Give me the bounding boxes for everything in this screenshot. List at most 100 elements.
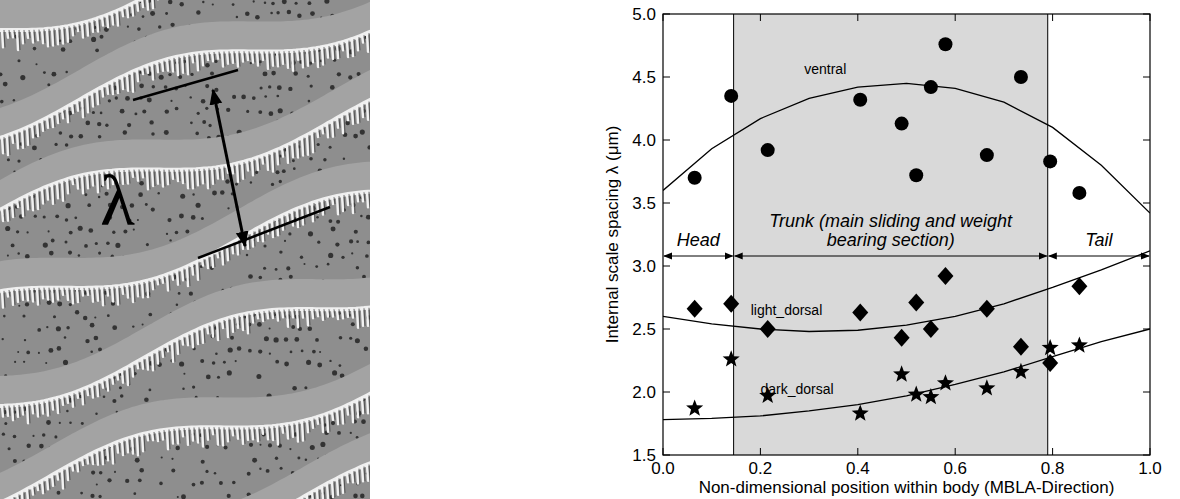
tooth-shadow	[204, 328, 205, 343]
tooth-shadow	[294, 211, 295, 226]
pore	[205, 445, 209, 449]
pore	[230, 336, 234, 340]
pore	[139, 181, 144, 186]
pore	[360, 494, 365, 499]
tooth-shadow	[334, 197, 335, 204]
pore	[226, 108, 230, 112]
pore	[37, 328, 41, 332]
pore	[237, 346, 242, 351]
y-tick-label: 5.0	[632, 5, 656, 24]
scale-edge	[0, 463, 370, 499]
tooth-shadow	[44, 288, 45, 299]
tooth-shadow	[69, 26, 70, 41]
scale-tooth	[157, 170, 158, 184]
tooth-shadow	[199, 53, 200, 70]
pore	[91, 37, 96, 42]
scale-tooth	[207, 257, 208, 269]
data-point	[852, 404, 869, 420]
pore	[165, 109, 169, 113]
pore	[170, 23, 174, 27]
scale-tooth	[222, 52, 223, 67]
pore	[257, 322, 262, 327]
scale-tooth	[2, 30, 3, 47]
scale-tooth	[192, 428, 193, 441]
scale-tooth	[182, 337, 183, 345]
tooth-shadow	[264, 52, 265, 60]
pore	[219, 481, 223, 485]
scale-tooth	[177, 340, 178, 354]
tooth-shadow	[244, 428, 245, 444]
pore	[264, 336, 269, 341]
scale-tooth	[17, 495, 18, 499]
x-tick-label: 0.4	[846, 459, 870, 478]
tooth-shadow	[59, 28, 60, 45]
scale-tooth	[152, 170, 153, 187]
y-tick-label: 3.0	[632, 257, 656, 276]
pore	[361, 419, 366, 424]
tooth-shadow	[324, 200, 325, 215]
pore	[127, 26, 129, 28]
pore	[315, 338, 319, 342]
tooth-shadow	[19, 405, 20, 417]
pore	[195, 132, 199, 136]
pore	[51, 72, 56, 77]
tooth-shadow	[204, 169, 205, 184]
scale-tooth	[307, 205, 308, 216]
tooth-shadow	[299, 140, 300, 157]
tooth-shadow	[134, 284, 135, 302]
scale-tooth	[97, 19, 98, 32]
scale-tooth	[92, 20, 93, 32]
tooth-shadow	[129, 367, 130, 385]
y-axis-title: Internal scale spacing λ (μm)	[603, 126, 622, 344]
tooth-shadow	[189, 334, 190, 345]
lambda-line	[198, 207, 330, 258]
y-tick-label: 4.5	[632, 68, 656, 87]
scale-tooth	[362, 467, 363, 482]
scale-tooth	[272, 152, 273, 172]
scale-tooth	[22, 289, 23, 300]
scale-tooth	[172, 342, 173, 362]
scale-tooth	[107, 378, 108, 391]
tooth-shadow	[359, 401, 360, 418]
scale-tooth	[32, 30, 33, 43]
tooth-shadow	[179, 271, 180, 285]
tooth-shadow	[109, 287, 110, 295]
pore	[46, 420, 51, 425]
scale-tooth	[202, 169, 203, 184]
scale-tooth	[317, 48, 318, 67]
data-point	[1043, 154, 1057, 168]
scale-tooth	[302, 309, 303, 318]
y-tick	[663, 266, 670, 267]
scale-tooth	[52, 115, 53, 127]
y-tick	[1143, 392, 1150, 393]
pore	[100, 35, 104, 39]
pore	[329, 146, 332, 149]
pore	[90, 323, 95, 328]
scale-tooth	[142, 359, 143, 369]
pore	[319, 351, 321, 353]
scale-tooth	[52, 475, 53, 486]
pore	[81, 422, 84, 425]
pore	[235, 183, 238, 186]
scale-tooth	[302, 498, 303, 499]
region-label-line: Tail	[1085, 230, 1113, 250]
tooth-shadow	[94, 93, 95, 107]
pore	[114, 471, 116, 473]
pore	[149, 389, 152, 392]
scale-tooth	[137, 436, 138, 456]
tooth-shadow	[69, 107, 70, 122]
tooth-shadow	[94, 385, 95, 397]
tooth-shadow	[219, 52, 220, 59]
pore	[248, 349, 252, 353]
tooth-shadow	[89, 288, 90, 295]
scale-tooth	[292, 309, 293, 317]
region-shade	[734, 14, 1048, 455]
pore	[190, 121, 193, 124]
scale-tooth	[62, 110, 63, 119]
pore	[220, 190, 225, 195]
tooth-shadow	[254, 51, 255, 62]
pore	[167, 218, 171, 222]
scale-tooth	[217, 52, 218, 59]
x-tick	[857, 14, 858, 21]
scale-tooth	[182, 56, 183, 73]
